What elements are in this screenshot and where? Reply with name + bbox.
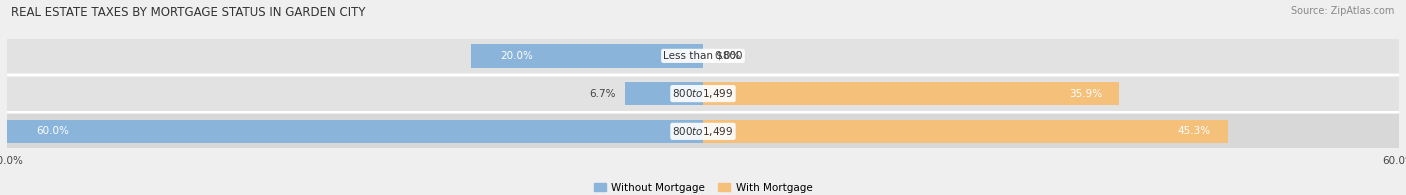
Bar [7,120,703,143]
Text: Less than $800: Less than $800 [664,51,742,61]
Text: 20.0%: 20.0% [501,51,533,61]
Bar [703,82,1119,105]
Text: $800 to $1,499: $800 to $1,499 [672,125,734,138]
Text: 6.7%: 6.7% [589,89,616,99]
Text: 0.0%: 0.0% [714,51,741,61]
Bar [471,44,703,67]
Legend: Without Mortgage, With Mortgage: Without Mortgage, With Mortgage [589,178,817,195]
Bar [703,120,1229,143]
Bar [7,39,1399,73]
Bar [7,114,1399,148]
Text: 45.3%: 45.3% [1178,126,1211,136]
Text: 60.0%: 60.0% [37,126,69,136]
Text: 35.9%: 35.9% [1069,89,1102,99]
Text: Source: ZipAtlas.com: Source: ZipAtlas.com [1291,6,1395,16]
Bar [626,82,703,105]
Text: $800 to $1,499: $800 to $1,499 [672,87,734,100]
Bar [7,77,1399,111]
Text: REAL ESTATE TAXES BY MORTGAGE STATUS IN GARDEN CITY: REAL ESTATE TAXES BY MORTGAGE STATUS IN … [11,6,366,19]
